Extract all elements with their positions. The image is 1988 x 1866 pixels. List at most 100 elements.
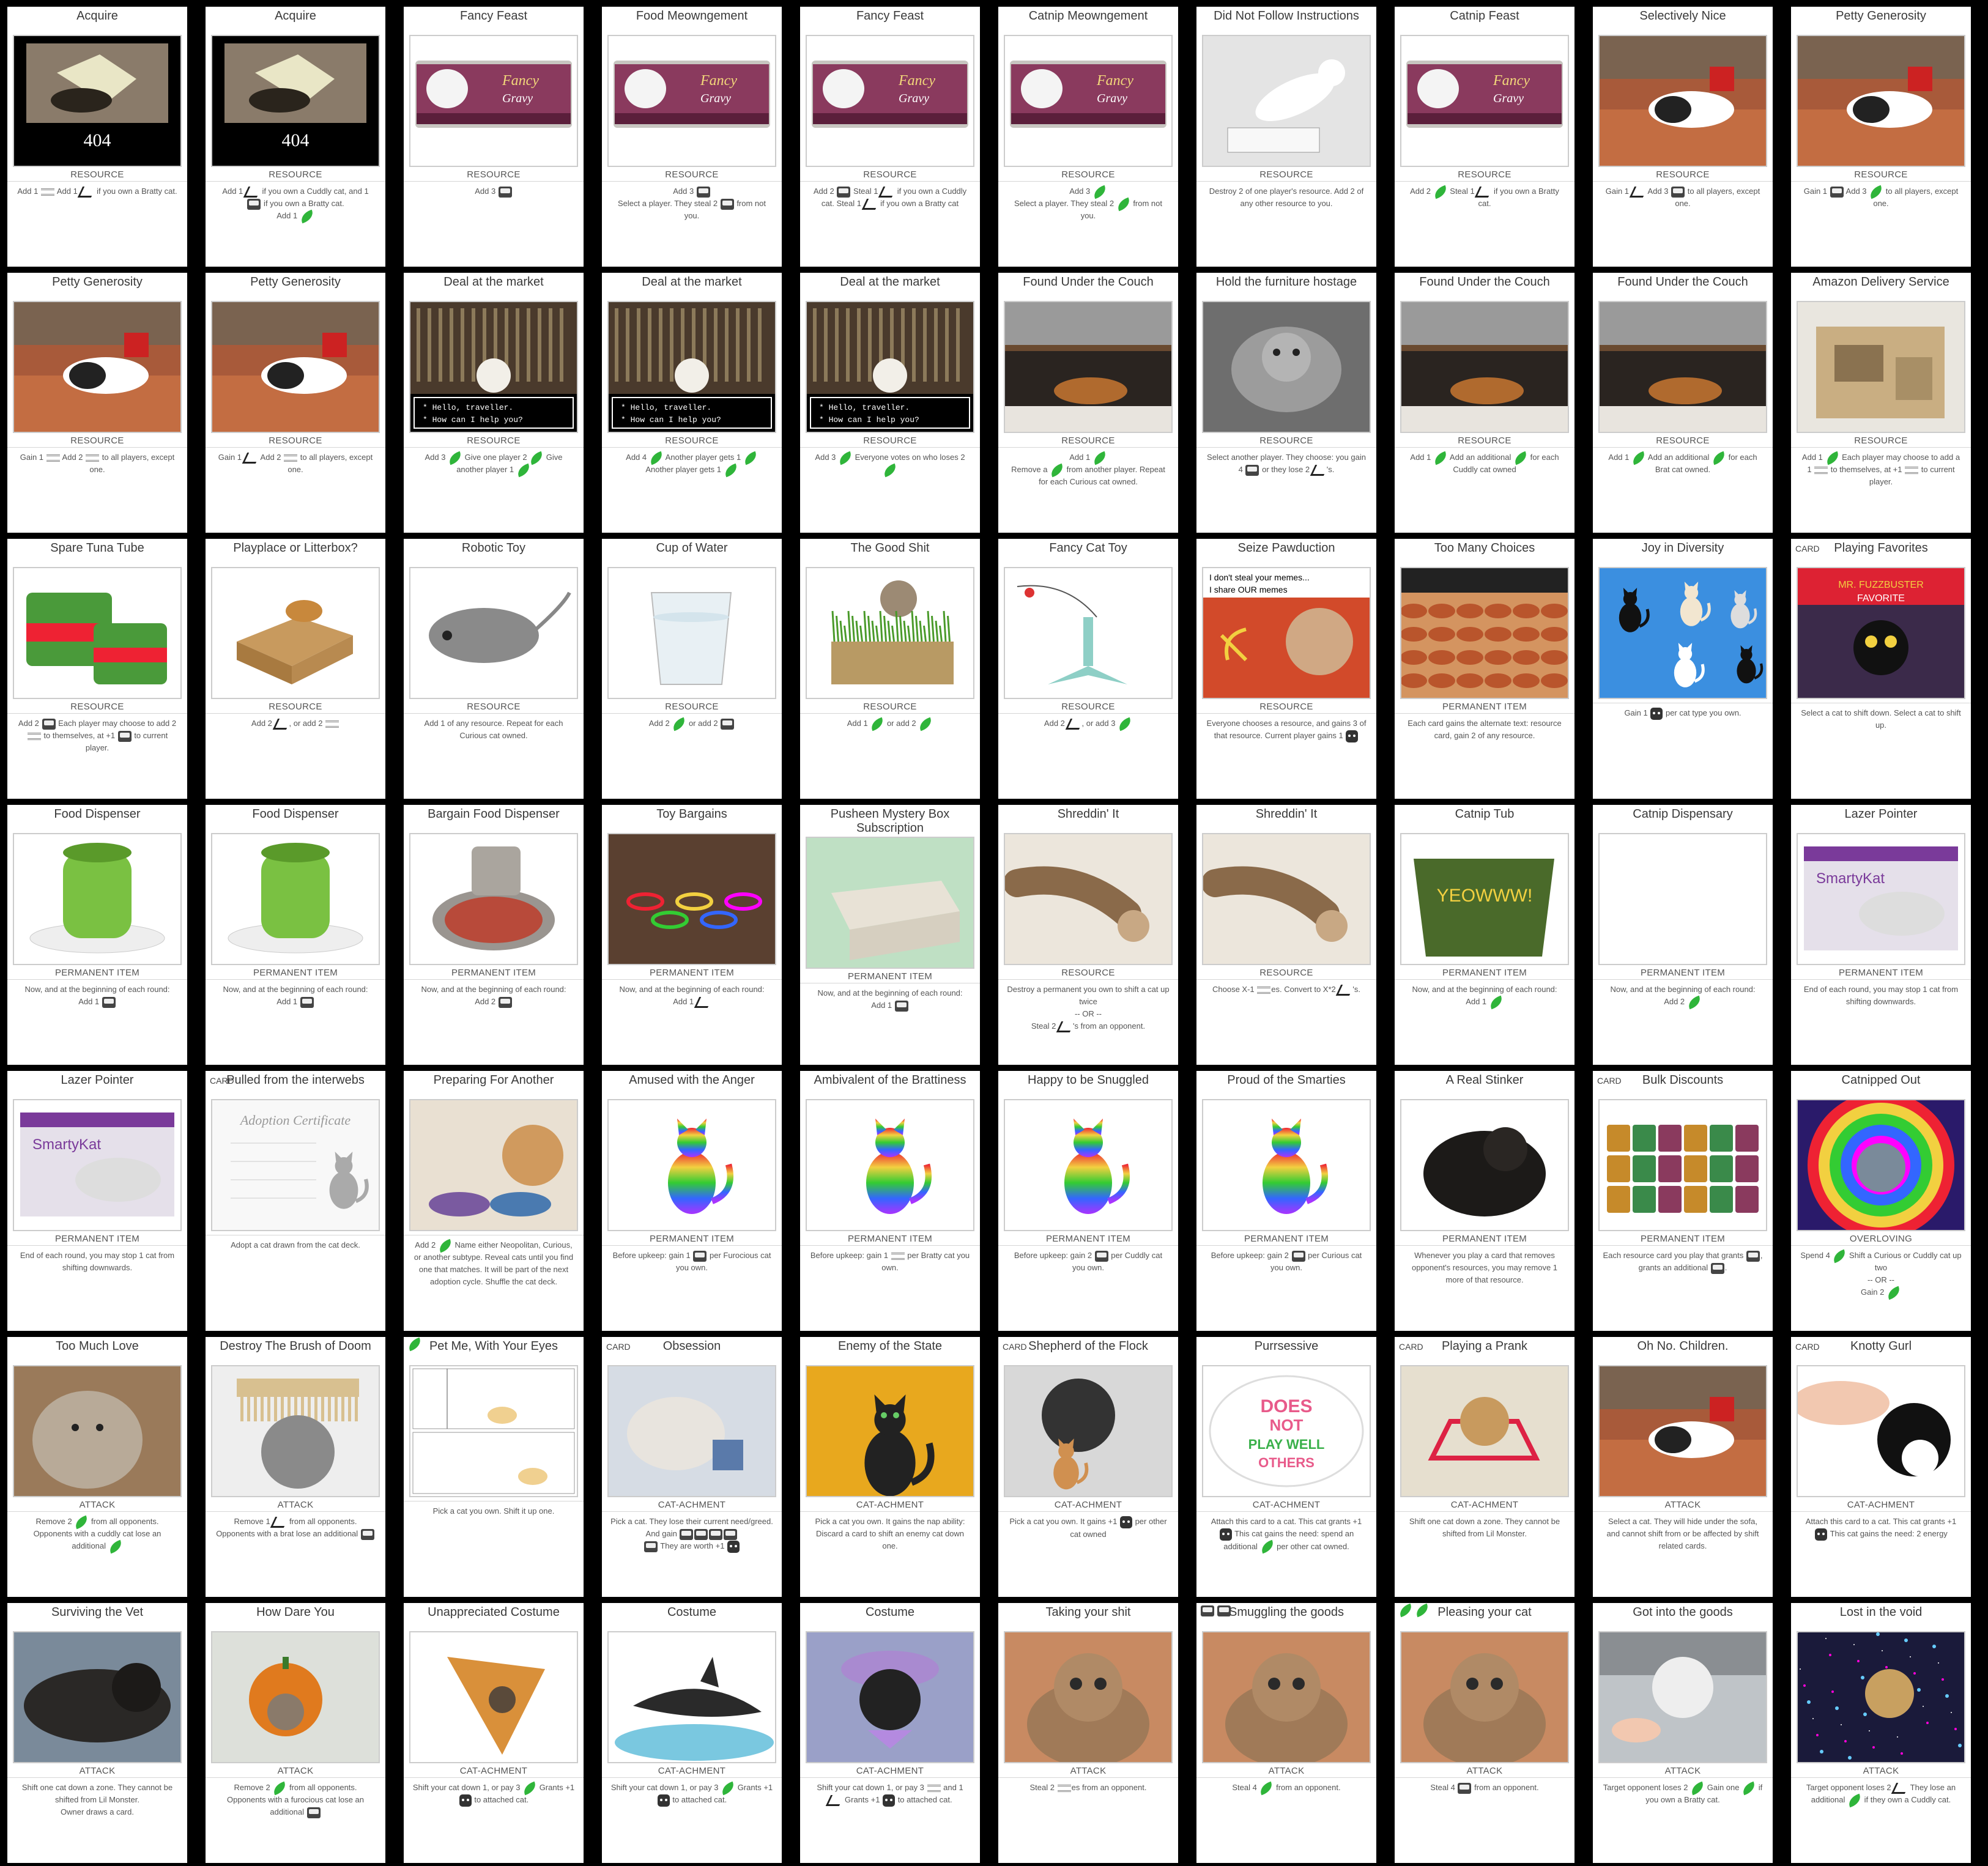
- game-card[interactable]: Acquire 404 RESOURCE Add 1 Add 1 if you own…: [7, 7, 187, 267]
- card-title: Toy Bargains: [656, 807, 727, 821]
- game-card[interactable]: Seize Pawduction I don't steal your memes…: [1196, 539, 1376, 799]
- game-card[interactable]: How Dare You ATTACK Remove 2 from all oppo…: [206, 1603, 385, 1863]
- game-card[interactable]: Joy in Diversity Gain 1 per cat type you…: [1593, 539, 1773, 799]
- game-card[interactable]: Hold the furniture hostage RESOURCE Select…: [1196, 273, 1376, 533]
- game-card[interactable]: Catnip Dispensary PERMANENT ITEM Now, and …: [1593, 805, 1773, 1065]
- card-header: CARD Playing Favorites: [1791, 539, 1971, 566]
- game-card[interactable]: Found Under the Couch RESOURCE Add 1 Remov…: [998, 273, 1178, 533]
- game-card[interactable]: CARD Knotty Gurl CAT-ACHMENT Attach this ca…: [1791, 1337, 1971, 1597]
- game-card[interactable]: Deal at the market * Hello, traveller. * H…: [602, 273, 782, 533]
- game-card[interactable]: Amused with the Anger PERMANENT ITEM Befo…: [602, 1071, 782, 1331]
- game-card[interactable]: Unappreciated Costume CAT-ACHMENT Shift yo…: [404, 1603, 584, 1863]
- leaf-icon: [1686, 995, 1702, 1009]
- game-card[interactable]: Costume CAT-ACHMENT Shift your cat down 1,…: [602, 1603, 782, 1863]
- game-card[interactable]: CARD Playing a Prank CAT-ACHMENT Shift one …: [1395, 1337, 1574, 1597]
- game-card[interactable]: Pusheen Mystery Box Subscription PERMANEN…: [800, 805, 980, 1065]
- game-card[interactable]: CARD Bulk Discounts PERMANENT ITEM Each res…: [1593, 1071, 1773, 1331]
- game-card[interactable]: Deal at the market * Hello, traveller. * H…: [800, 273, 980, 533]
- game-card[interactable]: Shreddin' It RESOURCE Destroy a permanent …: [998, 805, 1178, 1065]
- svg-text:MR. FUZZBUSTER: MR. FUZZBUSTER: [1838, 580, 1924, 590]
- card-text: Now, and at the beginning of each round:…: [412, 980, 574, 1008]
- game-card[interactable]: CARD Pulled from the interwebs Adoption Ce…: [206, 1071, 385, 1331]
- game-card[interactable]: Shreddin' It RESOURCE Choose X-1 es. Conve…: [1196, 805, 1376, 1065]
- card-tag: CARD: [606, 1342, 631, 1352]
- game-card[interactable]: Smuggling the goods ATTACK Steal 4 from an…: [1196, 1603, 1376, 1863]
- game-card[interactable]: A Real Stinker PERMANENT ITEM Whenever you…: [1395, 1071, 1574, 1331]
- game-card[interactable]: Lazer Pointer SmartyKat PERMANENT ITEM End …: [7, 1071, 187, 1331]
- game-card[interactable]: Selectively Nice RESOURCE Gain 1 Add 3 to …: [1593, 7, 1773, 267]
- game-card[interactable]: Fancy Cat Toy RESOURCE Add 2 , or add 3: [998, 539, 1178, 799]
- game-card[interactable]: Playplace or Litterbox? RESOURCE Add 2 , o…: [206, 539, 385, 799]
- card-type: ATTACK: [7, 1500, 187, 1512]
- game-card[interactable]: Oh No. Children. ATTACK Select a cat. They…: [1593, 1337, 1773, 1597]
- game-card[interactable]: Destroy The Brush of Doom ATTACK Remove 1 …: [206, 1337, 385, 1597]
- card-header: Happy to be Snuggled: [998, 1071, 1178, 1098]
- game-card[interactable]: Happy to be Snuggled PERMANENT ITEM Befor…: [998, 1071, 1178, 1331]
- shred-icon: [891, 1252, 905, 1260]
- card-title: Fancy Cat Toy: [1049, 541, 1127, 555]
- game-card[interactable]: Pleasing your cat ATTACK Steal 4 from an o…: [1395, 1603, 1574, 1863]
- game-card[interactable]: Ambivalent of the Brattiness PERMANENT I…: [800, 1071, 980, 1331]
- game-card[interactable]: CARD Shepherd of the Flock CAT-ACHMENT Pic…: [998, 1337, 1178, 1597]
- leaf-icon: [406, 1337, 423, 1352]
- shred-icon: [27, 732, 41, 740]
- game-card[interactable]: Deal at the market * Hello, traveller. * H…: [404, 273, 584, 533]
- game-card[interactable]: Food Dispenser PERMANENT ITEM Now, and at …: [7, 805, 187, 1065]
- card-type: RESOURCE: [998, 968, 1178, 980]
- game-card[interactable]: Fancy Feast Fancy Gravy RESOURCE Add 2 Steal…: [800, 7, 980, 267]
- game-card[interactable]: Lost in the void ATTACK Target opponent lo…: [1791, 1603, 1971, 1863]
- game-card[interactable]: Preparing For Another Add 2 Name either N…: [404, 1071, 584, 1331]
- card-header: Robotic Toy: [404, 539, 584, 566]
- card-text: Whenever you play a card that removes op…: [1411, 1251, 1558, 1284]
- card-title: Found Under the Couch: [1617, 275, 1748, 289]
- card-header: Bargain Food Dispenser: [404, 805, 584, 832]
- game-card[interactable]: Bargain Food Dispenser PERMANENT ITEM Now,…: [404, 805, 584, 1065]
- game-card[interactable]: CARD Playing Favorites MR. FUZZBUSTER FAVOR…: [1791, 539, 1971, 799]
- card-art: [13, 833, 182, 965]
- game-card[interactable]: Costume CAT-ACHMENT Shift your cat down 1,…: [800, 1603, 980, 1863]
- game-card[interactable]: Catnipped Out OVERLOVING Spend 4 Shift a C…: [1791, 1071, 1971, 1331]
- card-text: Add 1 Add an additional for each Cuddly …: [1395, 448, 1574, 476]
- game-card[interactable]: Amazon Delivery Service RESOURCE Add 1 Eac…: [1791, 273, 1971, 533]
- game-card[interactable]: Catnip Feast Fancy Gravy RESOURCE Add 2 Stea…: [1395, 7, 1574, 267]
- game-card[interactable]: Spare Tuna Tube RESOURCE Add 2 Each player…: [7, 539, 187, 799]
- game-card[interactable]: Purrsessive DOES NOT PLAY WELL OTHERS CAT-ACH…: [1196, 1337, 1376, 1597]
- card-text: Add 2 Each player may choose to add 2 to…: [18, 718, 177, 752]
- game-card[interactable]: Toy Bargains PERMANENT ITEM Now, and at th…: [602, 805, 782, 1065]
- card-art: [13, 1365, 182, 1497]
- game-card[interactable]: Robotic Toy RESOURCE Add 1 of any resource…: [404, 539, 584, 799]
- game-card[interactable]: Did Not Follow Instructions RESOURCE Destr…: [1196, 7, 1376, 267]
- game-card[interactable]: Food Dispenser PERMANENT ITEM Now, and at …: [206, 805, 385, 1065]
- game-card[interactable]: Lazer Pointer SmartyKat PERMANENT ITEM End …: [1791, 805, 1971, 1065]
- card-text: Each resource card you play that grants …: [1593, 1246, 1773, 1274]
- game-card[interactable]: Proud of the Smarties PERMANENT ITEM Befo…: [1196, 1071, 1376, 1331]
- food-can-icon: [498, 996, 512, 1008]
- game-card[interactable]: Taking your shit ATTACK Steal 2 es from an…: [998, 1603, 1178, 1863]
- card-title: Too Much Love: [56, 1339, 139, 1353]
- card-title: Preparing For Another: [433, 1073, 554, 1087]
- card-text: Pick a cat you own. It gains the nap abi…: [815, 1517, 965, 1550]
- game-card[interactable]: Acquire 404 RESOURCE Add 1 if you own a Cud…: [206, 7, 385, 267]
- game-card[interactable]: Found Under the Couch RESOURCE Add 1 Add a…: [1395, 273, 1574, 533]
- card-header: The Good Shit: [800, 539, 980, 566]
- game-card[interactable]: Enemy of the State CAT-ACHMENT Pick a cat…: [800, 1337, 980, 1597]
- game-card[interactable]: CARD Obsession CAT-ACHMENT Pick a cat. They…: [602, 1337, 782, 1597]
- game-card[interactable]: Catnip Meowngement Fancy Gravy RESOURCE Add …: [998, 7, 1178, 267]
- game-card[interactable]: Surviving the Vet ATTACK Shift one cat dow…: [7, 1603, 187, 1863]
- game-card[interactable]: Too Many Choices PERMANENT ITEM Each card …: [1395, 539, 1574, 799]
- card-art: [607, 1365, 776, 1497]
- game-card[interactable]: Found Under the Couch RESOURCE Add 1 Add a…: [1593, 273, 1773, 533]
- game-card[interactable]: The Good Shit RESOURCE Add 1 or add 2: [800, 539, 980, 799]
- game-card[interactable]: Cup of Water RESOURCE Add 2 or add 2: [602, 539, 782, 799]
- svg-text:Gravy: Gravy: [1493, 92, 1524, 105]
- game-card[interactable]: Catnip Tub YEOWWW! PERMANENT ITEM Now, and …: [1395, 805, 1574, 1065]
- game-card[interactable]: Too Much Love ATTACK Remove 2 from all opp…: [7, 1337, 187, 1597]
- game-card[interactable]: Fancy Feast Fancy Gravy RESOURCE Add 3: [404, 7, 584, 267]
- card-title: Joy in Diversity: [1641, 541, 1724, 555]
- game-card[interactable]: Petty Generosity RESOURCE Gain 1 Add 3 to …: [1791, 7, 1971, 267]
- game-card[interactable]: Got into the goods ATTACK Target opponent …: [1593, 1603, 1773, 1863]
- game-card[interactable]: Petty Generosity RESOURCE Gain 1 Add 2 to …: [7, 273, 187, 533]
- game-card[interactable]: Food Meowngement Fancy Gravy RESOURCE Add 3 …: [602, 7, 782, 267]
- game-card[interactable]: Petty Generosity RESOURCE Gain 1 Add 2 to …: [206, 273, 385, 533]
- game-card[interactable]: Pet Me, With Your Eyes Pick a cat you own…: [404, 1337, 584, 1597]
